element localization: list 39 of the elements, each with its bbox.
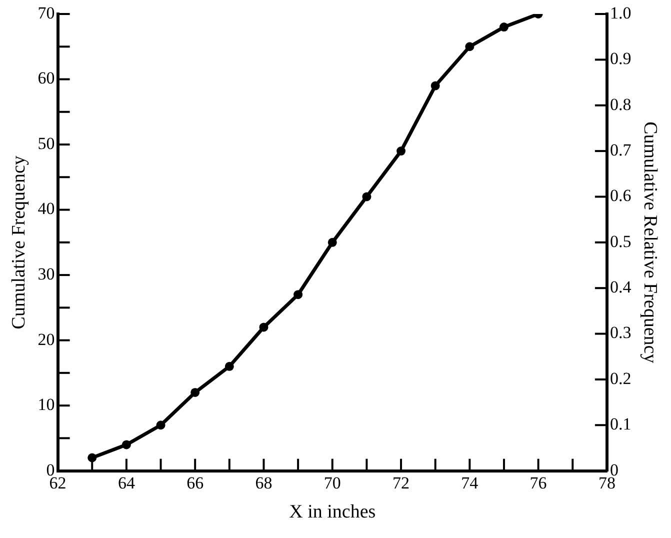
y-tick-label: 10 [38, 395, 55, 414]
y2-tick-label: 0.7 [610, 140, 632, 160]
x-axis-title: X in inches [289, 502, 376, 523]
point [224, 362, 234, 371]
y2-tick-label: 1.0 [610, 3, 632, 22]
x-tick-label: 68 [255, 473, 272, 492]
point [294, 290, 303, 300]
y2-tick-label: 0.3 [610, 323, 632, 342]
point [430, 81, 440, 90]
x-tick-label: 70 [324, 473, 341, 492]
y-tick-label: 40 [38, 199, 55, 218]
y2-tick-label: 0.1 [610, 414, 632, 434]
y2-axis-title: Cumulative Relative Frequency [640, 122, 661, 364]
x-tick-label: 76 [530, 473, 547, 492]
point [156, 420, 166, 430]
point [190, 388, 200, 397]
x-tick-label: 72 [392, 473, 410, 492]
point [465, 42, 474, 52]
point [259, 322, 268, 332]
y2-tick-label: 0.4 [610, 278, 632, 297]
y-tick-label: 70 [38, 3, 55, 22]
y2-tick-label: 0.9 [610, 49, 632, 68]
x-tick-label: 64 [118, 473, 136, 492]
point [328, 238, 337, 247]
y2-tick-label: 0.5 [610, 232, 632, 251]
y-tick-label: 20 [38, 330, 55, 349]
y2-tick-label: 0.8 [610, 94, 632, 114]
y2-tick-label: 0.6 [610, 186, 632, 206]
y-tick-label: 60 [38, 68, 55, 88]
point [122, 440, 131, 450]
point [499, 22, 508, 32]
x-tick-label: 74 [461, 473, 479, 492]
y-tick-label: 50 [38, 134, 55, 153]
y2-tick-label: 0.2 [610, 368, 632, 388]
point [362, 192, 372, 202]
y-tick-label: 30 [38, 264, 55, 284]
x-tick-label: 66 [186, 473, 204, 492]
y-axis-title: Cumulative Frequency [8, 155, 30, 330]
point [396, 146, 406, 156]
